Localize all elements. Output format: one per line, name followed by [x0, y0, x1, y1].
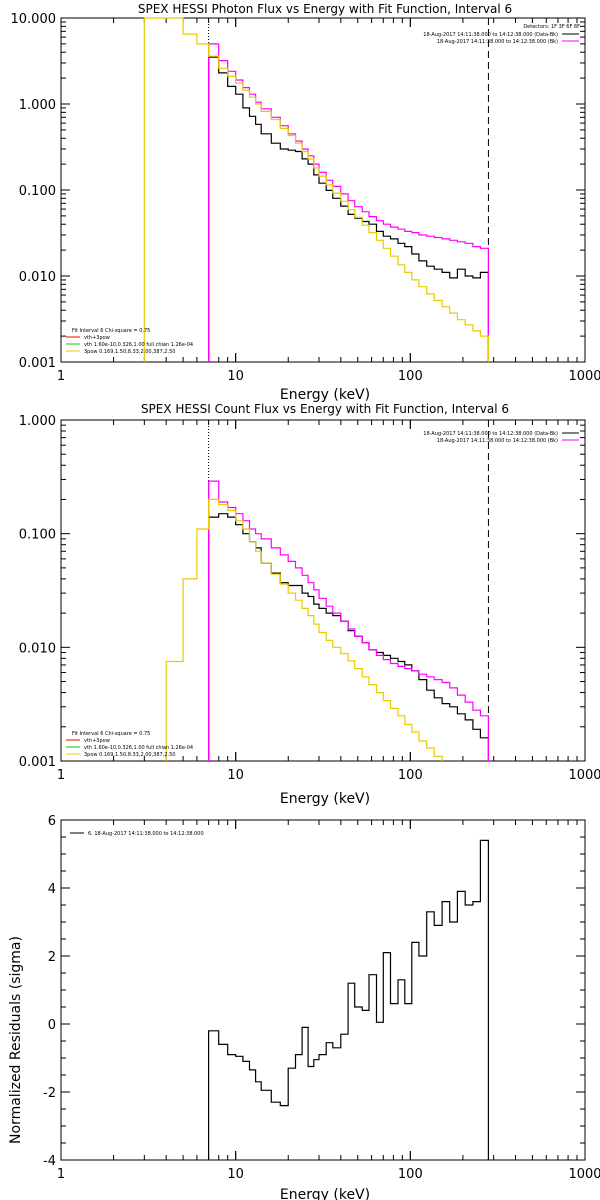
- x-tick-label: 100: [398, 768, 423, 783]
- info-block: 18-Aug-2017 14:11:38.000 to 14:12:38.000…: [423, 431, 579, 444]
- info-detectors: Detectors: 1F 3F 6F 8F: [523, 24, 580, 30]
- plot-frame: [60, 419, 586, 762]
- fit-legend: Fit Interval 6 Chi-square = 0.75 vth+3po…: [66, 731, 193, 758]
- y-tick-label: 10.000: [11, 12, 57, 27]
- series-comp_powerlaw-line: [143, 17, 489, 362]
- y-tick-label: 0.010: [19, 270, 56, 285]
- plot-frame: [60, 17, 586, 363]
- axis-ticks: 1 10 100 1000 -4 -2 0 2 4 6: [43, 814, 600, 1182]
- x-tick-label: 1: [57, 768, 65, 783]
- legend-total-label: vth+3pow: [84, 738, 110, 744]
- legend-fit-interval: Fit Interval 6 Chi-square = 0.75: [72, 731, 150, 737]
- y-tick-label: 0.010: [19, 641, 56, 656]
- y-tick-label: 0.100: [19, 184, 56, 199]
- info-block: Detectors: 1F 3F 6F 8F 18-Aug-2017 14:11…: [423, 24, 580, 45]
- spectrum-series: [165, 480, 489, 761]
- axis-ticks: 1 10 100 1000 0.001 0.010 0.100 1.000: [19, 414, 600, 783]
- axis-ticks: 1 10 100 1000 0.001 0.010 0.100 1.000 10.000: [11, 12, 600, 384]
- x-axis-label: Energy (keV): [280, 387, 370, 403]
- legend-powerlaw-label: 3pow 0.169,1.50,8.33,2.00,387,2.50: [84, 752, 175, 758]
- info-bk-interval: 18-Aug-2017 14:11:38.000 to 14:12:38.000…: [437, 438, 558, 444]
- photon-flux-panel: SPEX HESSI Photon Flux vs Energy with Fi…: [11, 2, 600, 403]
- info-data-interval: 18-Aug-2017 14:11:38.000 to 14:12:38.000…: [423, 32, 558, 38]
- count-flux-panel: SPEX HESSI Count Flux vs Energy with Fit…: [19, 402, 600, 807]
- plot-frame: [60, 819, 586, 1161]
- y-tick-label: 0.100: [19, 528, 56, 543]
- x-tick-label: 1000: [568, 369, 600, 384]
- legend-thermal-label: vth 1.60e-10,0.326,1.00 full chian 1.26e…: [84, 342, 193, 348]
- x-tick-label: 10: [227, 1167, 244, 1182]
- energy-bounds: [208, 18, 489, 362]
- residuals-panel: 1 10 100 1000 -4 -2 0 2 4 6 6. 18-Aug-2017 14:11:…: [8, 814, 600, 1200]
- y-tick-label: 0.001: [19, 356, 56, 371]
- x-tick-label: 1000: [568, 768, 600, 783]
- series-fit_total-line: [208, 480, 489, 761]
- y-tick-label: 0.001: [19, 755, 56, 770]
- y-tick-label: 4: [48, 882, 56, 897]
- x-tick-label: 1: [57, 1167, 65, 1182]
- y-tick-label: 6: [48, 814, 56, 829]
- panel-title: SPEX HESSI Count Flux vs Energy with Fit…: [141, 402, 509, 416]
- x-tick-label: 100: [398, 369, 423, 384]
- x-tick-label: 10: [227, 768, 244, 783]
- x-axis-label: Energy (keV): [280, 791, 370, 807]
- y-tick-label: 1.000: [19, 414, 56, 429]
- info-data-interval: 18-Aug-2017 14:11:38.000 to 14:12:38.000…: [423, 431, 558, 437]
- legend-powerlaw-label: 3pow 0.169,1.50,8.33,2.00,387,2.50: [84, 349, 175, 355]
- y-tick-label: 2: [48, 950, 56, 965]
- y-tick-label: -2: [43, 1086, 56, 1101]
- x-tick-label: 100: [398, 1167, 423, 1182]
- info-block: 6. 18-Aug-2017 14:11:38.000 to 14:12:38.…: [70, 831, 204, 837]
- y-tick-label: -4: [43, 1154, 56, 1169]
- energy-bounds: [208, 420, 489, 761]
- fit-legend: Fit Interval 6 Chi-square = 0.75 vth+3po…: [66, 328, 193, 355]
- x-axis-label: Energy (keV): [280, 1187, 370, 1200]
- legend-fit-interval: Fit Interval 6 Chi-square = 0.75: [72, 328, 150, 334]
- info-residual-interval: 6. 18-Aug-2017 14:11:38.000 to 14:12:38.…: [88, 831, 204, 837]
- series-data-line: [208, 513, 489, 761]
- y-axis-label: Normalized Residuals (sigma): [8, 936, 24, 1144]
- x-tick-label: 10: [227, 369, 244, 384]
- y-tick-label: 1.000: [19, 98, 56, 113]
- legend-total-label: vth+3pow: [84, 335, 110, 341]
- info-bk-interval: 18-Aug-2017 14:11:38.000 to 14:12:38.000…: [437, 39, 558, 45]
- legend-thermal-label: vth 1.60e-10,0.326,1.00 full chian 1.26e…: [84, 745, 193, 751]
- y-tick-label: 0: [48, 1018, 56, 1033]
- x-tick-label: 1000: [568, 1167, 600, 1182]
- residual-series: [208, 839, 489, 1160]
- panel-title: SPEX HESSI Photon Flux vs Energy with Fi…: [138, 2, 512, 16]
- series-data-line: [208, 839, 489, 1160]
- spectrum-series: [143, 17, 489, 362]
- series-comp_powerlaw-line: [165, 498, 443, 761]
- x-tick-label: 1: [57, 369, 65, 384]
